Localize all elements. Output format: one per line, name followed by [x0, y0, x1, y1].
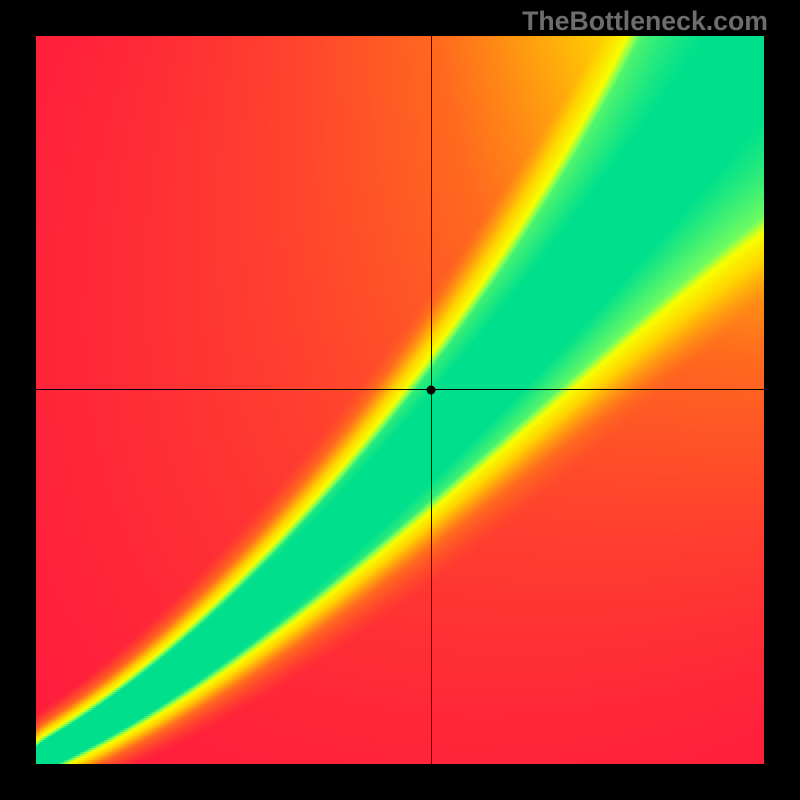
- crosshair-horizontal: [36, 389, 764, 390]
- bottleneck-heatmap: [36, 36, 764, 764]
- crosshair-marker: [427, 385, 436, 394]
- watermark-text: TheBottleneck.com: [522, 6, 768, 37]
- crosshair-vertical: [431, 36, 432, 764]
